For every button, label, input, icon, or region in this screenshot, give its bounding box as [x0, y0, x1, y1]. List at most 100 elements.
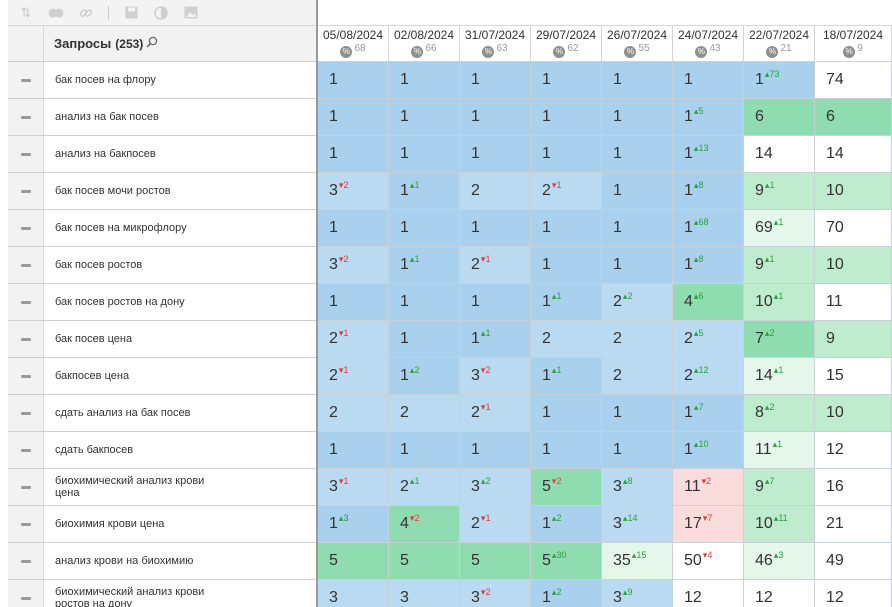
position-cell[interactable]: 2 ▾1: [531, 173, 602, 210]
position-cell[interactable]: 3 ▾2: [318, 247, 389, 284]
position-cell[interactable]: 1 ▴5: [673, 99, 744, 136]
position-cell[interactable]: 2: [460, 173, 531, 210]
position-cell[interactable]: 1 ▴73: [744, 62, 815, 99]
date-column-header[interactable]: 31/07/2024% 63: [460, 26, 531, 62]
position-cell[interactable]: 1: [460, 432, 531, 469]
position-cell[interactable]: 2 ▴5: [673, 321, 744, 358]
date-column-header[interactable]: 18/07/2024% 9: [815, 26, 892, 62]
position-cell[interactable]: 1 ▴3: [318, 506, 389, 543]
position-cell[interactable]: 6: [744, 99, 815, 136]
query-cell[interactable]: биохимия крови цена: [44, 506, 316, 543]
query-cell[interactable]: бак посев цена: [44, 321, 316, 358]
row-drag-handle[interactable]: [8, 469, 44, 506]
position-cell[interactable]: 1: [531, 210, 602, 247]
date-column-header[interactable]: 22/07/2024% 21: [744, 26, 815, 62]
query-cell[interactable]: бакпосев цена: [44, 358, 316, 395]
position-cell[interactable]: 1 ▴2: [389, 358, 460, 395]
position-cell[interactable]: 5 ▾2: [531, 469, 602, 506]
position-cell[interactable]: 1: [602, 173, 673, 210]
position-cell[interactable]: 12: [815, 432, 892, 469]
position-cell[interactable]: 1: [602, 247, 673, 284]
position-cell[interactable]: 2: [602, 321, 673, 358]
row-drag-handle[interactable]: [8, 284, 44, 321]
query-cell[interactable]: анализ на бак посев: [44, 99, 316, 136]
position-cell[interactable]: 9: [815, 321, 892, 358]
position-cell[interactable]: 21: [815, 506, 892, 543]
position-cell[interactable]: 12: [815, 580, 892, 607]
position-cell[interactable]: 1: [318, 284, 389, 321]
position-cell[interactable]: 1: [460, 99, 531, 136]
position-cell[interactable]: 12: [744, 580, 815, 607]
row-drag-handle[interactable]: [8, 432, 44, 469]
row-drag-handle[interactable]: [8, 395, 44, 432]
position-cell[interactable]: 1: [673, 62, 744, 99]
date-column-header[interactable]: 26/07/2024% 55: [602, 26, 673, 62]
date-column-header[interactable]: 29/07/2024% 62: [531, 26, 602, 62]
position-cell[interactable]: 3 ▾2: [460, 580, 531, 607]
position-cell[interactable]: 3 ▾2: [460, 358, 531, 395]
image-icon[interactable]: [183, 6, 199, 20]
position-cell[interactable]: 46 ▴3: [744, 543, 815, 580]
position-cell[interactable]: 1: [460, 284, 531, 321]
position-cell[interactable]: 35 ▴15: [602, 543, 673, 580]
contrast-icon[interactable]: [153, 5, 169, 20]
position-cell[interactable]: 2 ▾1: [460, 395, 531, 432]
position-cell[interactable]: 10: [815, 395, 892, 432]
position-cell[interactable]: 1 ▴1: [531, 358, 602, 395]
row-drag-handle[interactable]: [8, 358, 44, 395]
position-cell[interactable]: 1 ▴7: [673, 395, 744, 432]
position-cell[interactable]: 1: [602, 395, 673, 432]
position-cell[interactable]: 1 ▴13: [673, 136, 744, 173]
position-cell[interactable]: 2 ▴12: [673, 358, 744, 395]
row-drag-handle[interactable]: [8, 136, 44, 173]
position-cell[interactable]: 14: [744, 136, 815, 173]
position-cell[interactable]: 1: [460, 136, 531, 173]
search-icon[interactable]: [146, 36, 158, 51]
position-cell[interactable]: 10: [815, 247, 892, 284]
position-cell[interactable]: 3 ▾2: [318, 173, 389, 210]
position-cell[interactable]: 8 ▴2: [744, 395, 815, 432]
position-cell[interactable]: 1: [602, 99, 673, 136]
query-cell[interactable]: анализ крови на биохимию: [44, 543, 316, 580]
position-cell[interactable]: 1 ▴1: [389, 247, 460, 284]
pane-divider[interactable]: [316, 0, 318, 607]
position-cell[interactable]: 1: [531, 432, 602, 469]
position-cell[interactable]: 3 ▴14: [602, 506, 673, 543]
position-cell[interactable]: 5: [318, 543, 389, 580]
position-cell[interactable]: 11 ▾2: [673, 469, 744, 506]
position-cell[interactable]: 1 ▴2: [531, 506, 602, 543]
position-cell[interactable]: 11: [815, 284, 892, 321]
row-drag-handle[interactable]: [8, 506, 44, 543]
query-cell[interactable]: биохимический анализ крови цена: [44, 469, 316, 506]
position-cell[interactable]: 2 ▾1: [318, 358, 389, 395]
position-cell[interactable]: 4 ▾2: [389, 506, 460, 543]
query-cell[interactable]: сдать анализ на бак посев: [44, 395, 316, 432]
position-cell[interactable]: 3 ▴8: [602, 469, 673, 506]
position-cell[interactable]: 1: [602, 136, 673, 173]
position-cell[interactable]: 1 ▴68: [673, 210, 744, 247]
position-cell[interactable]: 1: [602, 432, 673, 469]
sort-icon[interactable]: ⇅: [20, 5, 32, 20]
position-cell[interactable]: 11 ▴1: [744, 432, 815, 469]
date-column-header[interactable]: 05/08/2024% 68: [318, 26, 389, 62]
position-cell[interactable]: 1: [602, 62, 673, 99]
position-cell[interactable]: 1: [318, 210, 389, 247]
position-cell[interactable]: 1 ▴8: [673, 173, 744, 210]
position-cell[interactable]: 1: [318, 62, 389, 99]
position-cell[interactable]: 2: [389, 395, 460, 432]
position-cell[interactable]: 1: [531, 62, 602, 99]
position-cell[interactable]: 1: [318, 99, 389, 136]
position-cell[interactable]: 15: [815, 358, 892, 395]
query-cell[interactable]: анализ на бакпосев: [44, 136, 316, 173]
query-cell[interactable]: бак посев ростов на дону: [44, 284, 316, 321]
date-column-header[interactable]: 02/08/2024% 66: [389, 26, 460, 62]
position-cell[interactable]: 2 ▴2: [602, 284, 673, 321]
position-cell[interactable]: 14: [815, 136, 892, 173]
query-cell[interactable]: бак посев мочи ростов: [44, 173, 316, 210]
row-drag-handle[interactable]: [8, 247, 44, 284]
position-cell[interactable]: 1 ▴2: [531, 580, 602, 607]
position-cell[interactable]: 14 ▴1: [744, 358, 815, 395]
position-cell[interactable]: 16: [815, 469, 892, 506]
position-cell[interactable]: 50 ▾4: [673, 543, 744, 580]
position-cell[interactable]: 74: [815, 62, 892, 99]
